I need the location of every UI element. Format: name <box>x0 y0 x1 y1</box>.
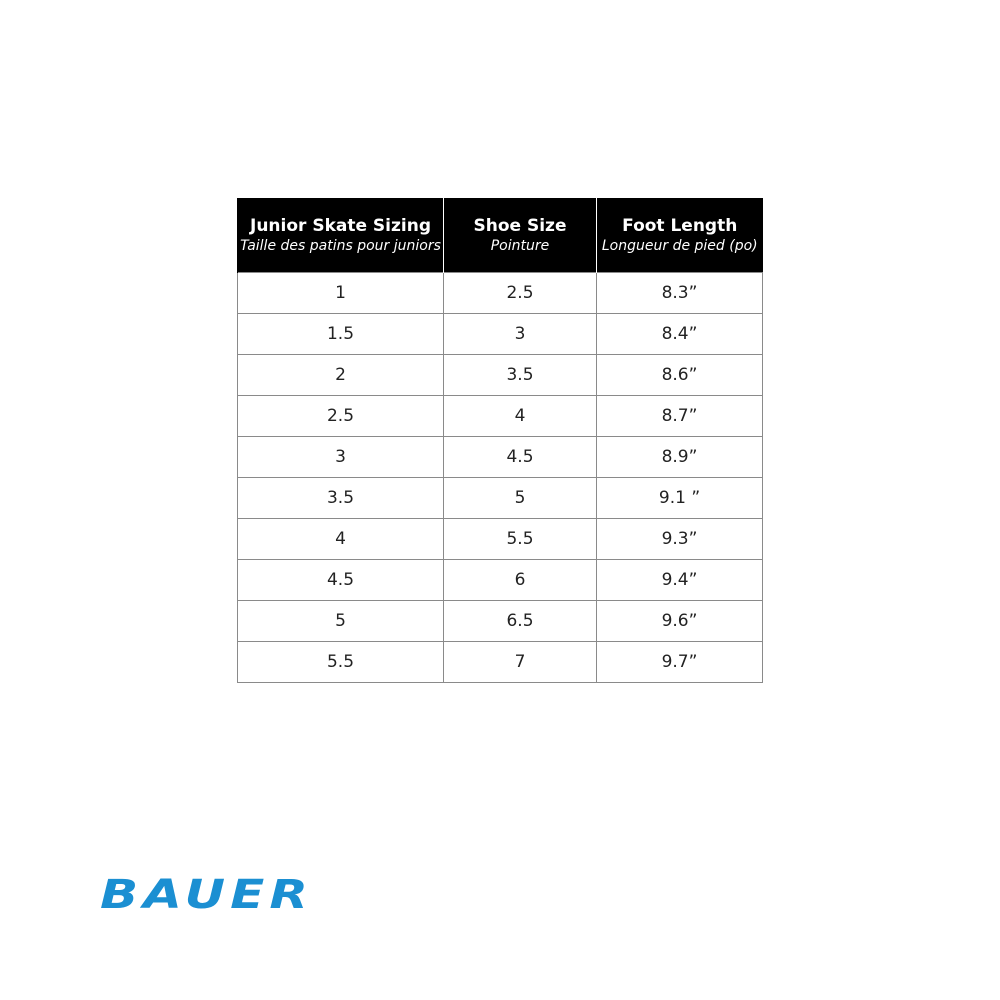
table-cell: 5 <box>443 477 597 519</box>
table-cell: 4.5 <box>443 436 597 478</box>
column-subtitle: Taille des patins pour juniors <box>240 238 441 254</box>
table-cell: 1 <box>237 272 444 314</box>
table-cell: 6.5 <box>443 600 597 642</box>
table-cell: 3 <box>443 313 597 355</box>
column-subtitle: Pointure <box>490 238 550 254</box>
table-row: 1.5 3 8.4” <box>237 313 763 355</box>
table-cell: 9.7” <box>596 641 763 683</box>
table-cell: 9.3” <box>596 518 763 560</box>
table-cell: 9.6” <box>596 600 763 642</box>
column-header: Shoe Size Pointure <box>443 198 597 273</box>
table-row: 3.5 5 9.1 ” <box>237 477 763 519</box>
table-cell: 5 <box>237 600 444 642</box>
table-cell: 3 <box>237 436 444 478</box>
table-cell: 6 <box>443 559 597 601</box>
table-body: 1 2.5 8.3” 1.5 3 8.4” 2 3.5 8.6” 2.5 4 8.7” 3 4.5 8.9”… <box>237 272 763 683</box>
table-cell: 4.5 <box>237 559 444 601</box>
table-row: 5.5 7 9.7” <box>237 641 763 683</box>
brand-logo: BAUER <box>100 872 313 918</box>
column-header: Junior Skate Sizing Taille des patins pou… <box>237 198 444 273</box>
column-title: Shoe Size <box>473 216 567 236</box>
table-cell: 5.5 <box>443 518 597 560</box>
table-cell: 3.5 <box>237 477 444 519</box>
table-header: Junior Skate Sizing Taille des patins pou… <box>237 198 763 273</box>
table-cell: 8.7” <box>596 395 763 437</box>
table-row: 5 6.5 9.6” <box>237 600 763 642</box>
table-row: 1 2.5 8.3” <box>237 272 763 314</box>
table-cell: 3.5 <box>443 354 597 396</box>
table-cell: 2.5 <box>237 395 444 437</box>
table-cell: 2 <box>237 354 444 396</box>
table-cell: 1.5 <box>237 313 444 355</box>
table-cell: 8.6” <box>596 354 763 396</box>
table-row: 2 3.5 8.6” <box>237 354 763 396</box>
table-cell: 4 <box>237 518 444 560</box>
column-title: Foot Length <box>622 216 738 236</box>
column-title: Junior Skate Sizing <box>250 216 431 236</box>
table-cell: 8.3” <box>596 272 763 314</box>
table-cell: 5.5 <box>237 641 444 683</box>
table-cell: 4 <box>443 395 597 437</box>
column-header: Foot Length Longueur de pied (po) <box>596 198 763 273</box>
table-row: 2.5 4 8.7” <box>237 395 763 437</box>
table-row: 4.5 6 9.4” <box>237 559 763 601</box>
column-subtitle: Longueur de pied (po) <box>601 238 758 254</box>
sizing-table: Junior Skate Sizing Taille des patins pou… <box>237 198 763 683</box>
table-cell: 8.4” <box>596 313 763 355</box>
table-cell: 7 <box>443 641 597 683</box>
table-cell: 8.9” <box>596 436 763 478</box>
header-row: Junior Skate Sizing Taille des patins pou… <box>237 198 763 273</box>
table-cell: 2.5 <box>443 272 597 314</box>
table-row: 3 4.5 8.9” <box>237 436 763 478</box>
table-row: 4 5.5 9.3” <box>237 518 763 560</box>
table-cell: 9.1 ” <box>596 477 763 519</box>
table-cell: 9.4” <box>596 559 763 601</box>
